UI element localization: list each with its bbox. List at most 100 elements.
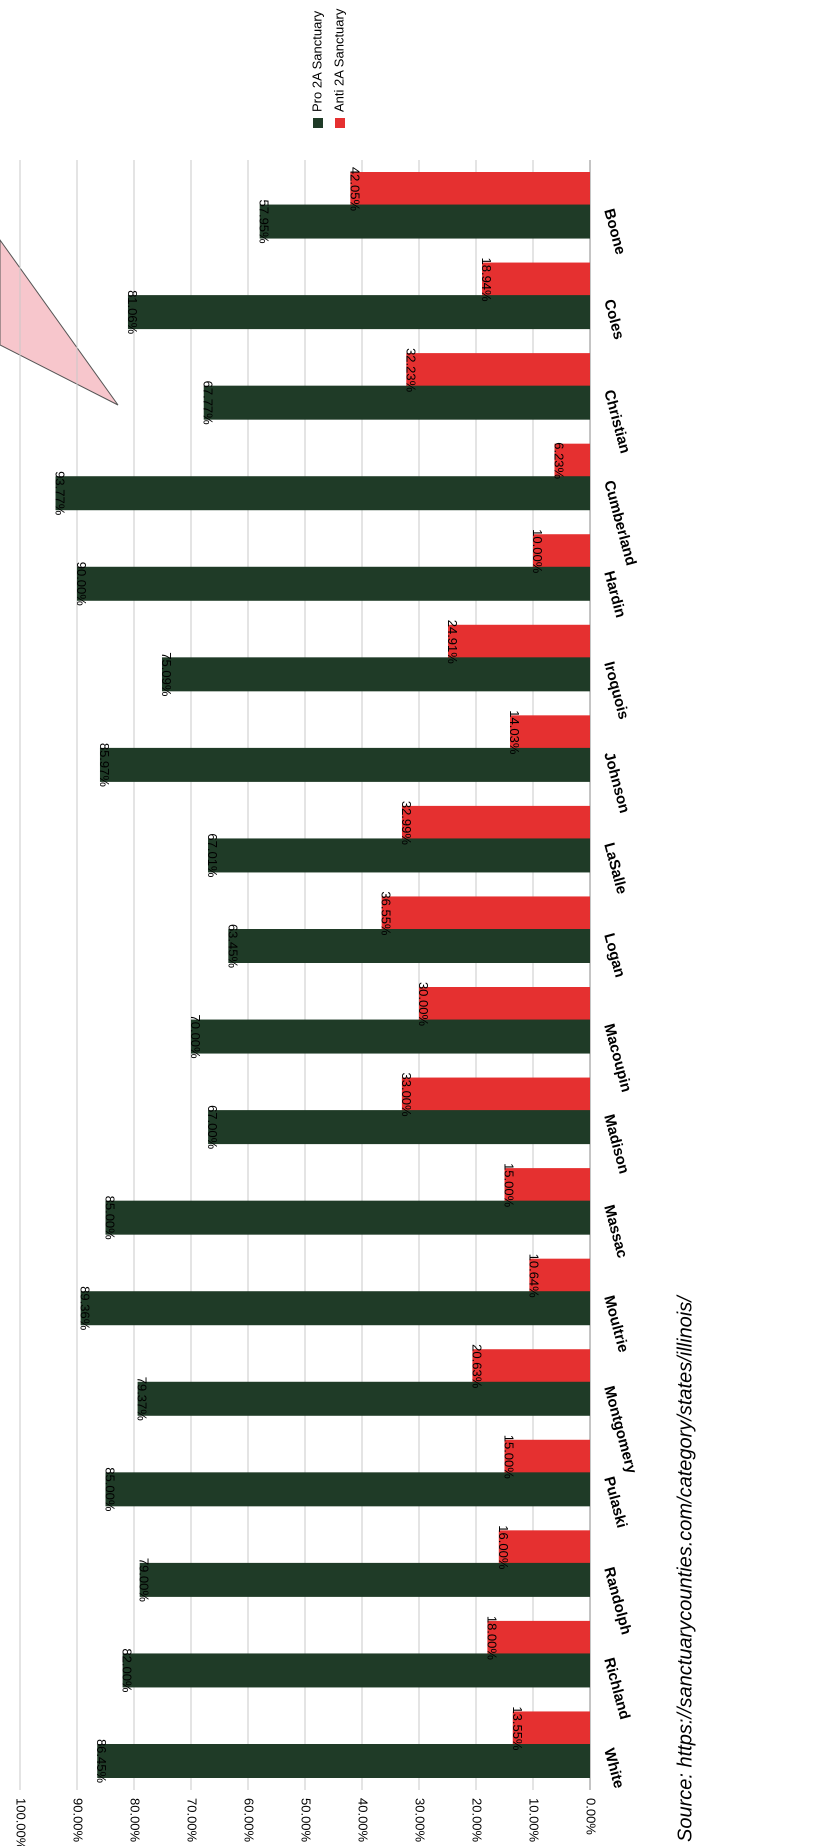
category-label: LaSalle: [600, 841, 630, 896]
y-tick-label: 20.00%: [470, 1798, 485, 1843]
value-label-pro: 67.77%: [201, 381, 216, 426]
category-label: Moultrie: [600, 1294, 632, 1355]
bar-anti-iroquois: [448, 624, 590, 659]
y-tick-label: 70.00%: [185, 1798, 200, 1843]
value-label-anti: 6.23%: [551, 442, 566, 479]
value-label-pro: 79.00%: [137, 1558, 152, 1603]
value-label-pro: 82.00%: [120, 1648, 135, 1693]
bar-anti-boone: [350, 172, 590, 206]
bar-anti-moultrie: [529, 1258, 590, 1293]
bar-pro-hardin: [77, 566, 590, 601]
value-label-anti: 18.94%: [479, 258, 494, 303]
value-label-anti: 33.00%: [399, 1073, 414, 1118]
source-note: Source: https://sanctuarycounties.com/ca…: [674, 1294, 696, 1842]
bar-pro-cumberland: [55, 476, 591, 511]
y-tick-label: 60.00%: [242, 1798, 257, 1843]
y-tick-label: 100.00%: [14, 1798, 29, 1846]
bar-anti-randolph: [498, 1530, 590, 1565]
chart-bars: [55, 172, 591, 1778]
y-tick-label: 50.00%: [299, 1798, 314, 1843]
y-axis-ticks: 0.00% 10.00% 20.00% 30.00% 40.00% 50.00% 60.00…: [14, 1798, 599, 1846]
bar-pro-coles: [127, 295, 590, 330]
value-label-pro: 85.00%: [103, 1467, 118, 1512]
chart-legend: Pro 2A Sanctuary Anti 2A Sanctuary: [309, 8, 346, 128]
category-label: Massac: [600, 1203, 630, 1260]
category-label: Coles: [600, 297, 627, 341]
value-label-anti: 15.00%: [502, 1163, 517, 1208]
bar-pro-logan: [228, 929, 590, 963]
category-label: Randolph: [600, 1565, 634, 1636]
category-label: Boone: [600, 207, 629, 256]
bar-pro-white: [97, 1744, 591, 1778]
bar-anti-massac: [504, 1168, 590, 1203]
chart-value-labels: 42.05% 57.95% 18.94% 81.06% 32.23% 67.77% 6.23…: [53, 167, 567, 1784]
category-label: Christian: [600, 388, 633, 455]
value-label-anti: 15.00%: [502, 1435, 517, 1480]
y-tick-label: 80.00%: [128, 1798, 143, 1843]
value-label-pro: 63.45%: [225, 924, 240, 969]
value-label-anti: 16.00%: [496, 1525, 511, 1570]
value-label-pro: 70.00%: [188, 1015, 203, 1060]
category-label: Iroquois: [600, 660, 632, 722]
legend-label: Pro 2A Sanctuary: [309, 10, 324, 112]
bar-anti-logan: [381, 896, 590, 931]
value-label-pro: 79.37%: [135, 1377, 150, 1422]
bar-anti-macoupin: [419, 987, 590, 1021]
bar-pro-macoupin: [191, 1019, 590, 1054]
category-label: Hardin: [600, 569, 629, 619]
bar-pro-boone: [259, 204, 590, 239]
bar-anti-johnson: [510, 715, 590, 750]
bar-pro-johnson: [99, 747, 590, 782]
value-label-anti: 14.03%: [507, 710, 522, 755]
category-label: Pulaski: [600, 1475, 630, 1530]
value-label-pro: 75.09%: [159, 652, 174, 697]
category-label: Madison: [600, 1112, 632, 1175]
value-label-anti: 18.00%: [484, 1616, 499, 1661]
category-label: Richland: [600, 1656, 633, 1722]
bar-anti-madison: [401, 1077, 590, 1112]
y-tick-label: 40.00%: [356, 1798, 371, 1843]
value-label-pro: 81.06%: [125, 290, 140, 335]
bar-pro-madison: [208, 1110, 590, 1145]
bar-anti-christian: [406, 353, 590, 388]
value-label-pro: 90.00%: [74, 562, 89, 607]
category-label: Montgomery: [600, 1384, 640, 1476]
value-label-anti: 24.91%: [445, 620, 460, 665]
bar-pro-moultrie: [80, 1291, 590, 1326]
bar-anti-lasalle: [401, 805, 590, 840]
value-label-pro: 67.00%: [205, 1105, 220, 1150]
value-label-pro: 57.95%: [257, 200, 272, 245]
bar-pro-montgomery: [137, 1381, 590, 1416]
y-tick-label: 0.00%: [584, 1798, 599, 1835]
callout-pointer: [0, 239, 119, 406]
bar-pro-lasalle: [208, 838, 590, 873]
bar-anti-pulaski: [504, 1439, 590, 1474]
chart-gridlines: [19, 160, 591, 1790]
value-label-anti: 36.55%: [379, 891, 394, 936]
value-label-pro: 86.45%: [94, 1739, 109, 1784]
y-tick-label: 10.00%: [527, 1798, 542, 1843]
bar-anti-cumberland: [554, 443, 590, 478]
legend-label: Anti 2A Sanctuary: [331, 8, 346, 112]
bar-pro-christian: [203, 385, 590, 420]
legend-swatch: [335, 118, 345, 128]
value-label-anti: 10.00%: [530, 529, 545, 574]
value-label-pro: 85.97%: [97, 743, 112, 788]
bar-pro-randolph: [139, 1562, 590, 1597]
category-label: Logan: [600, 931, 628, 979]
bar-anti-richland: [487, 1620, 590, 1655]
value-label-pro: 67.01%: [205, 833, 220, 878]
y-tick-label: 90.00%: [71, 1798, 86, 1843]
bar-anti-coles: [482, 262, 590, 297]
value-label-pro: 93.77%: [53, 471, 68, 516]
category-label: White: [600, 1746, 627, 1790]
bar-pro-massac: [105, 1200, 590, 1235]
value-label-anti: 10.64%: [526, 1254, 541, 1299]
value-label-anti: 32.99%: [399, 801, 414, 846]
bar-anti-hardin: [533, 534, 590, 569]
category-label: Johnson: [600, 750, 633, 815]
bar-pro-richland: [122, 1653, 590, 1688]
